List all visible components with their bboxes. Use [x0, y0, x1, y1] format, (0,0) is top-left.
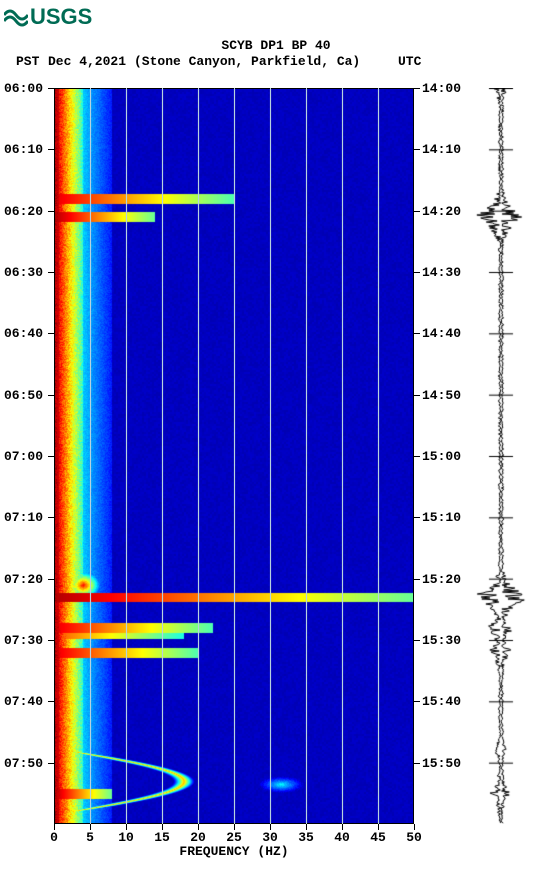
utc-label: UTC [398, 54, 421, 69]
y-label-left: 07:30 [4, 633, 43, 648]
date-label: Dec 4,2021 [48, 54, 126, 69]
x-tick-label: 25 [226, 830, 242, 845]
y-label-left: 06:00 [4, 81, 43, 96]
y-label-right: 15:50 [422, 756, 461, 771]
usgs-logo-text: USGS [30, 4, 92, 30]
y-tick-right [414, 149, 420, 150]
y-label-right: 15:20 [422, 572, 461, 587]
y-label-right: 15:10 [422, 510, 461, 525]
x-tick-label: 10 [118, 830, 134, 845]
usgs-wave-icon [4, 7, 28, 27]
y-label-left: 06:50 [4, 388, 43, 403]
y-label-left: 07:50 [4, 756, 43, 771]
grid-line [162, 88, 163, 824]
usgs-logo: USGS [4, 4, 92, 30]
y-tick-right [414, 272, 420, 273]
y-tick-left [48, 640, 54, 641]
y-tick-left [48, 579, 54, 580]
y-label-right: 14:00 [422, 81, 461, 96]
y-tick-left [48, 517, 54, 518]
y-tick-left [48, 701, 54, 702]
grid-line [234, 88, 235, 824]
x-tick-label: 50 [406, 830, 422, 845]
chart-title: SCYB DP1 BP 40 [0, 38, 552, 53]
y-tick-left [48, 763, 54, 764]
grid-line [342, 88, 343, 824]
y-label-right: 15:30 [422, 633, 461, 648]
y-label-left: 06:20 [4, 204, 43, 219]
y-label-left: 07:10 [4, 510, 43, 525]
waveform-plot [462, 88, 540, 824]
pst-label: PST [16, 54, 39, 69]
y-label-right: 14:10 [422, 142, 461, 157]
y-label-left: 06:10 [4, 142, 43, 157]
y-label-left: 07:00 [4, 449, 43, 464]
y-tick-right [414, 211, 420, 212]
y-tick-right [414, 763, 420, 764]
grid-line [198, 88, 199, 824]
y-label-left: 06:40 [4, 326, 43, 341]
grid-line [306, 88, 307, 824]
y-tick-left [48, 395, 54, 396]
y-label-left: 06:30 [4, 265, 43, 280]
x-tick-label: 0 [50, 830, 58, 845]
y-tick-left [48, 149, 54, 150]
x-tick-label: 30 [262, 830, 278, 845]
y-label-right: 14:20 [422, 204, 461, 219]
y-tick-right [414, 333, 420, 334]
grid-line [270, 88, 271, 824]
y-tick-right [414, 701, 420, 702]
y-label-right: 14:30 [422, 265, 461, 280]
y-tick-left [48, 88, 54, 89]
y-label-left: 07:40 [4, 694, 43, 709]
y-label-right: 15:40 [422, 694, 461, 709]
x-tick-label: 45 [370, 830, 386, 845]
x-tick-label: 15 [154, 830, 170, 845]
y-tick-right [414, 395, 420, 396]
y-tick-left [48, 456, 54, 457]
location-label: (Stone Canyon, Parkfield, Ca) [134, 54, 360, 69]
x-tick-label: 35 [298, 830, 314, 845]
y-tick-right [414, 640, 420, 641]
y-tick-left [48, 333, 54, 334]
grid-line [90, 88, 91, 824]
y-label-left: 07:20 [4, 572, 43, 587]
y-tick-left [48, 272, 54, 273]
y-label-right: 15:00 [422, 449, 461, 464]
y-label-right: 14:50 [422, 388, 461, 403]
x-tick-label: 40 [334, 830, 350, 845]
grid-line [378, 88, 379, 824]
x-axis-title: FREQUENCY (HZ) [54, 844, 414, 859]
x-tick-label: 20 [190, 830, 206, 845]
y-tick-right [414, 517, 420, 518]
y-label-right: 14:40 [422, 326, 461, 341]
x-tick-label: 5 [86, 830, 94, 845]
y-tick-right [414, 456, 420, 457]
grid-line [126, 88, 127, 824]
y-tick-left [48, 211, 54, 212]
y-tick-right [414, 579, 420, 580]
y-tick-right [414, 88, 420, 89]
